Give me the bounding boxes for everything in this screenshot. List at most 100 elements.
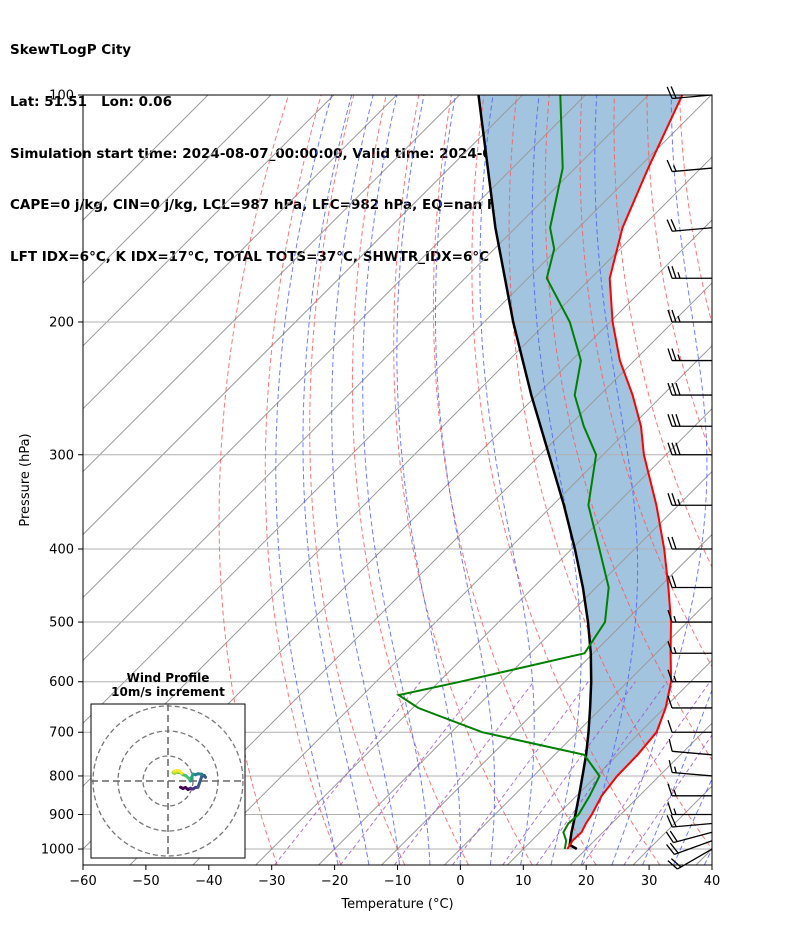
y-tick-label: 600 xyxy=(49,675,74,690)
dry-adiabat-line xyxy=(393,95,533,865)
dry-adiabat-line xyxy=(544,95,712,761)
moist-adiabat-line xyxy=(302,95,370,865)
x-tick-label: 0 xyxy=(456,874,464,889)
dry-adiabat-line xyxy=(646,95,712,459)
wind-barb xyxy=(667,382,712,396)
dry-adiabat-line xyxy=(579,95,712,668)
isotherm-line xyxy=(83,95,272,284)
wind-barb xyxy=(667,720,712,733)
station-location: Lat: 51.51 Lon: 0.06 xyxy=(10,94,172,111)
isotherm-line xyxy=(444,596,712,865)
inset-title: Wind Profile xyxy=(127,671,210,685)
isotherm-line xyxy=(569,722,712,865)
y-tick-label: 500 xyxy=(49,616,74,631)
wind-barb xyxy=(666,159,713,173)
hodograph-segment xyxy=(177,769,184,775)
dry-adiabat-line xyxy=(679,95,712,326)
x-tick-label: −10 xyxy=(384,874,411,889)
wind-barb xyxy=(666,840,713,856)
wind-barb xyxy=(668,738,713,756)
background-lines xyxy=(83,95,794,865)
mixing-ratio-line xyxy=(581,681,711,865)
dewpoint-profile-line xyxy=(396,95,610,850)
wind-barb xyxy=(667,641,712,654)
dry-adiabat-line xyxy=(471,95,661,865)
wind-barb xyxy=(666,86,713,100)
isotherm-line xyxy=(759,95,794,865)
y-tick-label: 100 xyxy=(49,89,74,104)
y-tick-label: 400 xyxy=(49,542,74,557)
moist-adiabat-line xyxy=(362,95,431,865)
temperature-profile-line xyxy=(566,95,684,850)
isotherm-line xyxy=(83,95,398,410)
y-tick-label: 800 xyxy=(49,769,74,784)
isotherm-line xyxy=(83,95,649,662)
stability-indices-2: LFT IDX=6°C, K IDX=17°C, TOTAL TOTS=37°C… xyxy=(10,248,490,265)
profile-lines xyxy=(396,95,684,851)
wind-barb xyxy=(667,414,712,427)
x-tick-label: −40 xyxy=(195,874,222,889)
moist-adiabat-line xyxy=(672,777,712,865)
isotherm-line xyxy=(381,533,712,865)
hodograph-segment xyxy=(196,775,204,789)
dry-adiabat-line xyxy=(745,95,794,865)
dry-adiabat-line xyxy=(432,95,597,865)
mixing-ratio-line xyxy=(274,681,421,865)
x-tick-label: 10 xyxy=(515,874,532,889)
station-title: SkewTLogP City xyxy=(10,42,132,59)
wind-barb xyxy=(667,695,712,709)
wind-barb xyxy=(667,848,713,870)
y-tick-label: 200 xyxy=(49,315,74,330)
x-tick-label: −30 xyxy=(258,874,285,889)
axes: −60 −50 −40 −30 −20 −10 0 10 20 30 40 1000 900 800 700… xyxy=(18,89,720,913)
dry-adiabat-line xyxy=(218,95,289,865)
wind-barb xyxy=(667,802,712,816)
dry-adiabat-line xyxy=(711,95,712,102)
isotherm-line xyxy=(83,95,523,536)
moist-adiabat-line xyxy=(736,95,794,865)
dry-adiabat-line xyxy=(309,95,406,865)
isotherm-line xyxy=(83,95,460,473)
x-tick-label: 40 xyxy=(704,874,721,889)
isotherm-line xyxy=(255,407,712,865)
wind-barb xyxy=(665,830,713,844)
y-tick-label: 300 xyxy=(49,448,74,463)
dry-adiabat-line xyxy=(264,95,342,865)
wind-barb xyxy=(667,266,712,279)
wind-barb xyxy=(667,309,712,323)
x-axis-label: Temperature (°C) xyxy=(340,897,453,912)
wind-barbs xyxy=(665,86,713,870)
isotherm-line xyxy=(506,659,712,865)
moist-adiabat-line xyxy=(331,95,400,865)
x-tick-label: −50 xyxy=(132,874,159,889)
moist-adiabat-line xyxy=(275,95,339,865)
inset-subtitle: 10m/s increment xyxy=(111,685,225,699)
moist-adiabat-line xyxy=(642,688,712,865)
wind-barb xyxy=(666,219,713,232)
y-axis-label: Pressure (hPa) xyxy=(18,433,33,526)
wind-barb xyxy=(667,536,712,550)
x-tick-label: −60 xyxy=(69,874,96,889)
moist-adiabat-line xyxy=(531,95,582,865)
wind-barb xyxy=(667,609,712,623)
isotherm-line xyxy=(318,470,712,865)
y-tick-label: 1000 xyxy=(41,843,74,858)
moist-adiabat-line xyxy=(396,95,461,865)
y-tick-label: 900 xyxy=(49,808,74,823)
wind-barb xyxy=(667,493,712,506)
mixing-ratio-line xyxy=(452,681,589,865)
moist-adiabat-line xyxy=(703,847,712,865)
wind-barb xyxy=(667,442,712,456)
mixing-ratio-line xyxy=(623,734,712,865)
isotherm-line xyxy=(83,95,335,347)
moist-adiabat-line xyxy=(611,95,708,865)
dry-adiabat-line xyxy=(777,95,794,865)
isotherm-line xyxy=(695,848,712,865)
parcel-profile-line xyxy=(477,95,593,851)
dry-adiabat-line xyxy=(508,95,712,850)
mixing-ratio-line xyxy=(535,681,668,865)
wind-barb xyxy=(666,814,713,828)
x-tick-label: 20 xyxy=(578,874,595,889)
wind-barb xyxy=(667,669,712,683)
